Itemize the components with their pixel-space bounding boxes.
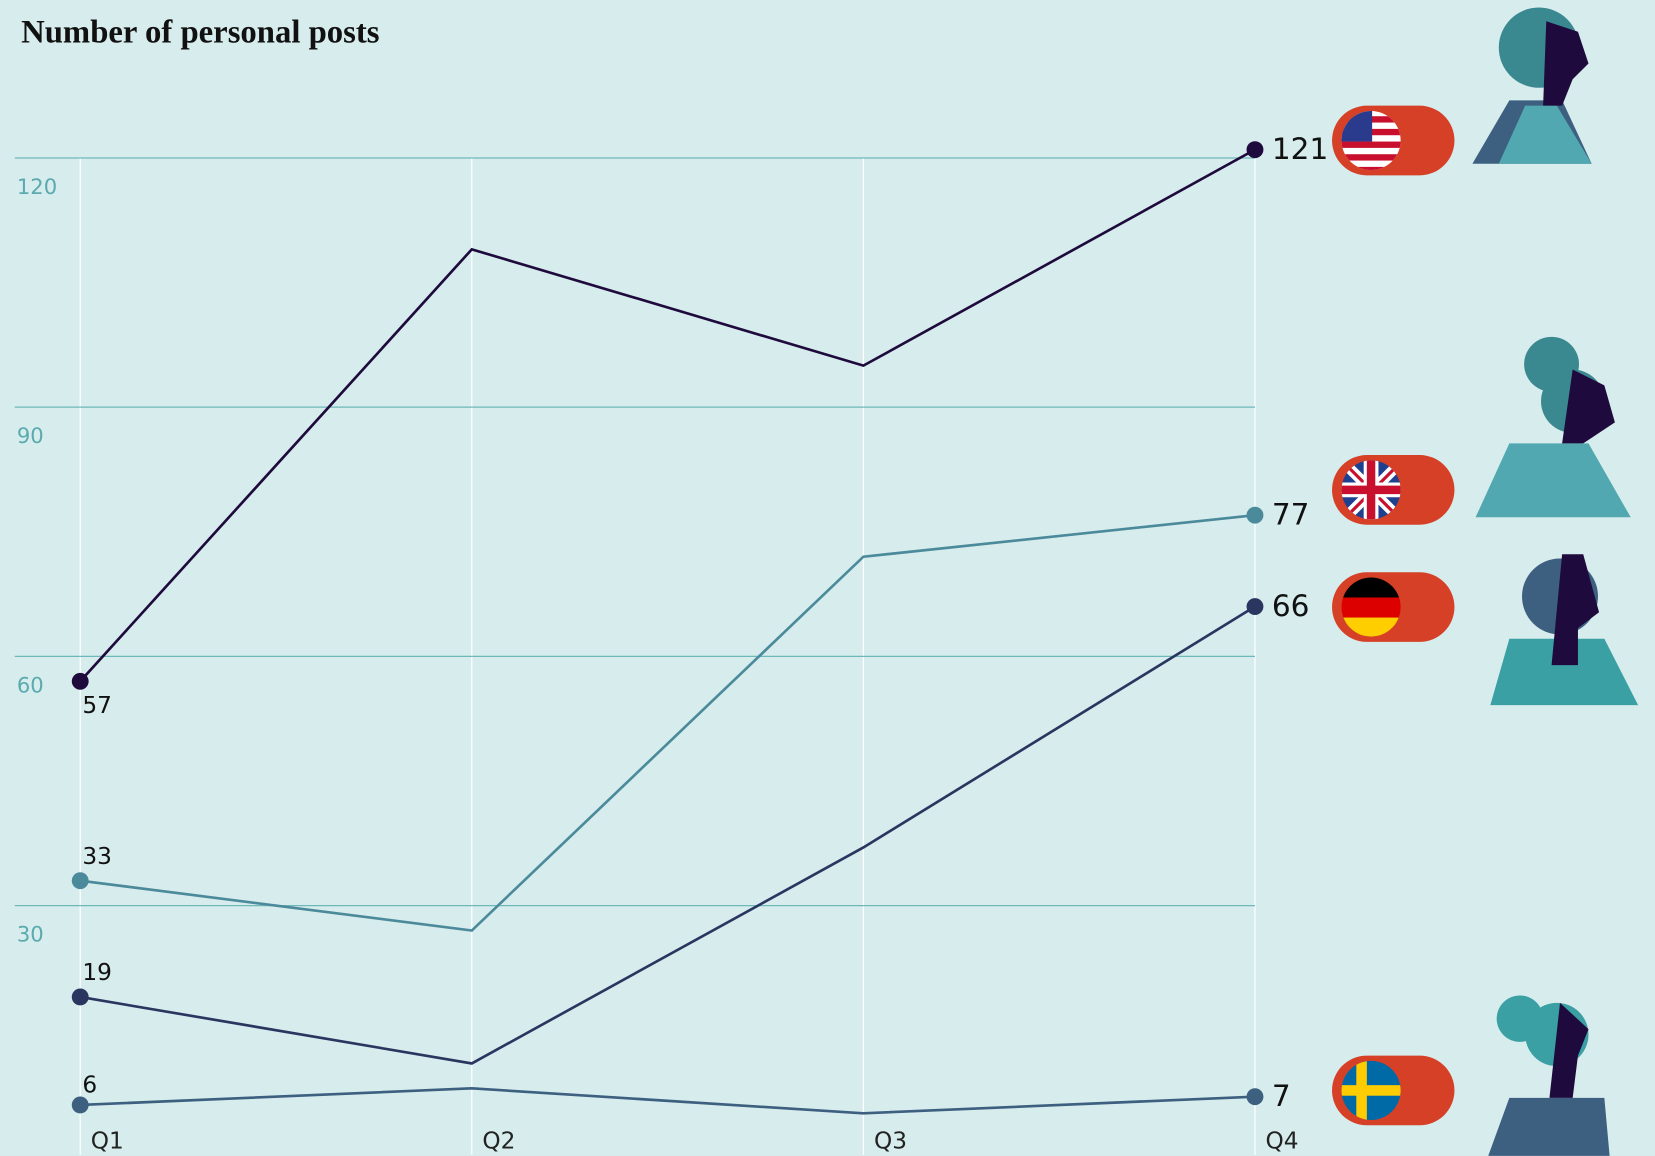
- point: [72, 1097, 89, 1114]
- data-label: 33: [82, 843, 112, 870]
- data-label: 7: [1272, 1079, 1291, 1113]
- point: [1247, 141, 1264, 158]
- y-tick-label: 90: [17, 423, 44, 448]
- chart: Number of personal posts Q1Q2Q3Q40306090…: [0, 0, 1655, 1156]
- data-label: 6: [82, 1071, 97, 1098]
- point: [72, 989, 89, 1006]
- point: [72, 673, 89, 690]
- point: [1247, 507, 1264, 524]
- point: [1247, 598, 1264, 615]
- y-tick-label: 60: [17, 672, 44, 697]
- y-tick-label: 120: [17, 174, 57, 199]
- chart-title: Number of personal posts: [21, 14, 379, 50]
- data-label: 66: [1272, 589, 1310, 623]
- point: [72, 872, 89, 889]
- data-label: 77: [1272, 498, 1310, 532]
- x-tick-label: Q2: [482, 1127, 515, 1154]
- page: {"chart_data":{"type":"line","title":"Nu…: [0, 0, 1655, 1156]
- x-tick-label: Q3: [874, 1127, 907, 1154]
- point: [1247, 1088, 1264, 1105]
- data-label: 121: [1272, 132, 1328, 166]
- data-label: 19: [82, 959, 112, 986]
- x-tick-label: Q1: [91, 1127, 124, 1154]
- data-label: 57: [82, 692, 112, 719]
- y-tick-label: 30: [17, 921, 44, 946]
- x-tick-label: Q4: [1266, 1127, 1299, 1154]
